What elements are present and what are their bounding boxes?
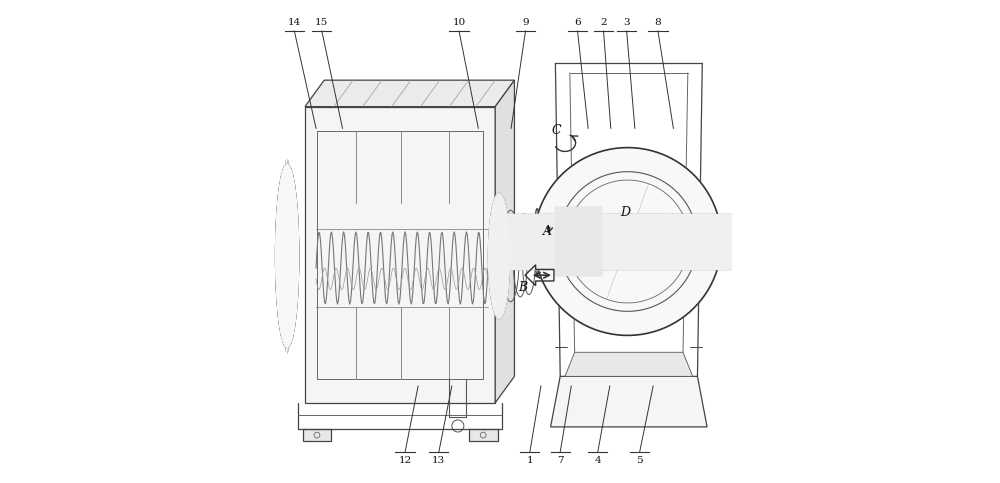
Text: 8: 8 (655, 18, 661, 27)
Polygon shape (469, 429, 498, 441)
Text: C: C (551, 124, 561, 137)
Text: 9: 9 (522, 18, 529, 27)
Polygon shape (303, 429, 331, 441)
Polygon shape (495, 213, 731, 270)
Text: 2: 2 (600, 18, 607, 27)
Polygon shape (656, 293, 666, 304)
Text: 1: 1 (527, 456, 533, 465)
Polygon shape (590, 179, 599, 190)
Text: 12: 12 (398, 456, 412, 465)
Text: B: B (519, 281, 528, 294)
Text: 13: 13 (432, 456, 445, 465)
Text: 10: 10 (452, 18, 466, 27)
Text: 3: 3 (623, 18, 630, 27)
Polygon shape (679, 203, 691, 213)
Text: 6: 6 (574, 18, 581, 27)
Polygon shape (488, 193, 510, 319)
Polygon shape (565, 270, 576, 280)
Text: 4: 4 (594, 456, 601, 465)
Text: A: A (543, 226, 552, 239)
Polygon shape (495, 80, 514, 403)
Text: 14: 14 (288, 18, 301, 27)
Polygon shape (551, 376, 707, 427)
Text: 7: 7 (557, 456, 564, 465)
Polygon shape (305, 80, 514, 107)
Polygon shape (276, 164, 299, 347)
Polygon shape (499, 213, 555, 270)
Text: D: D (620, 206, 630, 219)
Ellipse shape (555, 201, 601, 213)
Polygon shape (534, 148, 722, 335)
Polygon shape (555, 207, 601, 275)
Polygon shape (565, 352, 693, 376)
Polygon shape (305, 107, 495, 403)
Text: 15: 15 (315, 18, 328, 27)
Text: 5: 5 (636, 456, 643, 465)
